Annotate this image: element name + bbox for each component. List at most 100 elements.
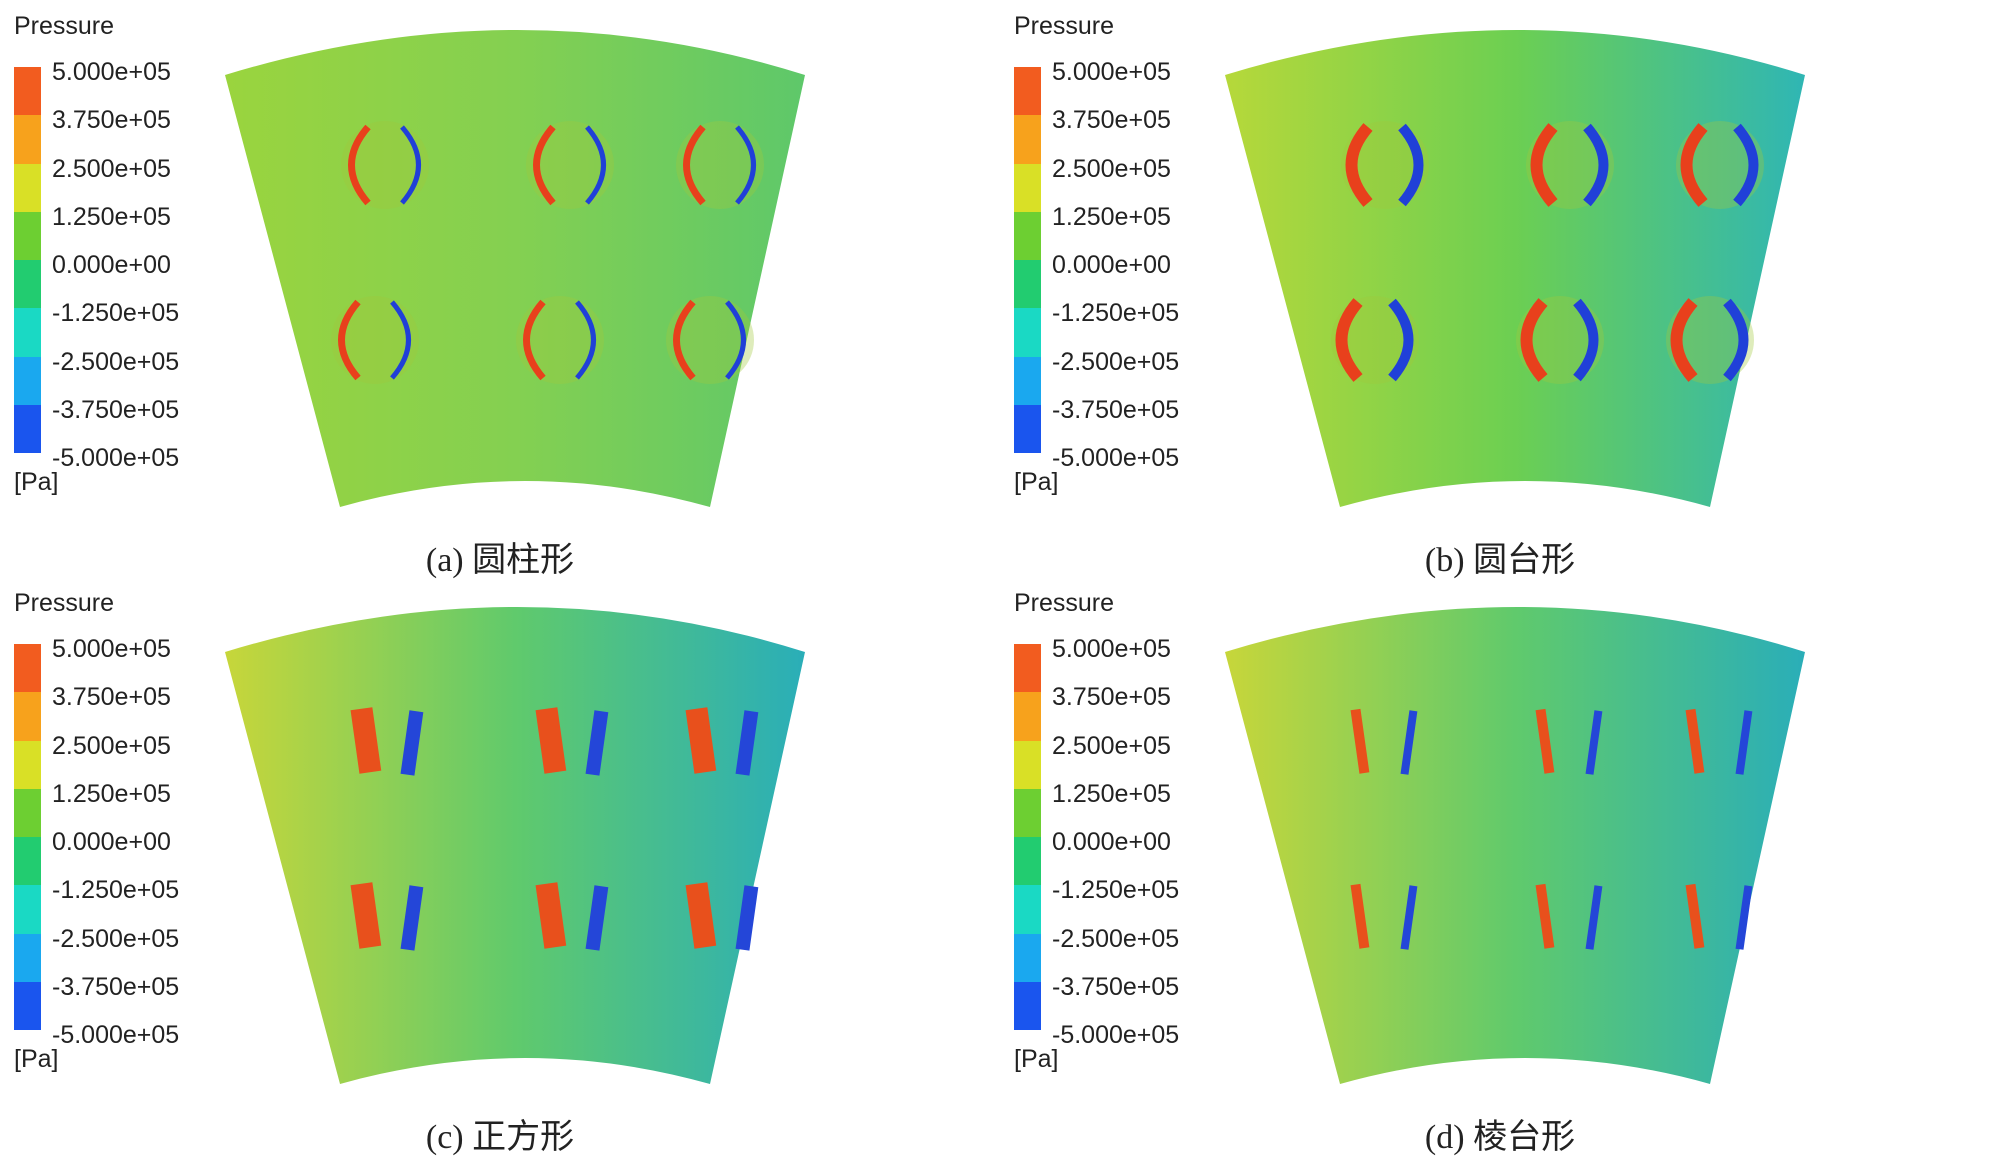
color-bar — [14, 67, 41, 453]
color-bar-band — [14, 837, 41, 886]
legend-tick-label: 1.250e+05 — [1052, 779, 1171, 808]
sector-surface — [225, 607, 805, 1084]
sector-surface — [1225, 30, 1805, 507]
legend-tick-label: 5.000e+05 — [1052, 635, 1171, 663]
panel-c: Pressure 5.000e+05 3.750e+05 2.500e+05 1.25… — [0, 577, 1000, 1156]
obstacle-feature — [516, 296, 604, 384]
legend-unit: [Pa] — [1014, 1045, 1059, 1073]
obstacle-feature — [1535, 708, 1603, 775]
legend-tick-label: 5.000e+05 — [1052, 58, 1171, 86]
color-bar-band — [14, 67, 41, 116]
legend-title: Pressure — [1014, 589, 1115, 617]
color-bar-band — [14, 788, 41, 837]
obstacle-feature — [526, 121, 614, 209]
color-bar-band — [1014, 67, 1041, 116]
legend-tick-label: 0.000e+00 — [52, 828, 171, 856]
legend-unit: [Pa] — [14, 468, 59, 496]
color-bar-band — [14, 356, 41, 405]
panel-caption: (a) 圆柱形 — [425, 542, 575, 579]
obstacle-feature — [1341, 121, 1429, 209]
color-bar-band — [1014, 260, 1041, 309]
obstacle-feature — [1331, 296, 1419, 384]
obstacle-feature — [685, 882, 759, 951]
legend-tick-label: -3.750e+05 — [1052, 395, 1180, 424]
legend-tick-label: 2.500e+05 — [52, 154, 171, 183]
color-bar-band — [1014, 933, 1041, 982]
obstacle-feature — [1685, 708, 1753, 775]
legend-tick-label: 1.250e+05 — [52, 202, 171, 231]
legend-tick-label: 2.500e+05 — [52, 731, 171, 760]
color-bar-band — [1014, 404, 1041, 453]
color-bar-band — [1014, 981, 1041, 1030]
color-bar — [1014, 67, 1041, 453]
legend-tick-label: 1.250e+05 — [52, 779, 171, 808]
obstacle-feature — [1526, 121, 1614, 209]
color-bar-band — [1014, 837, 1041, 886]
sector-surface — [1225, 607, 1805, 1084]
legend-tick-label: 1.250e+05 — [1052, 202, 1171, 231]
color-bar-band — [14, 644, 41, 693]
legend-tick-label: 3.750e+05 — [1052, 106, 1171, 135]
color-bar-band — [14, 115, 41, 164]
obstacle-feature — [685, 707, 759, 776]
legend-tick-label: 5.000e+05 — [52, 58, 171, 86]
pressure-contour-field — [1225, 607, 1805, 1084]
color-bar-band — [14, 692, 41, 741]
color-bar-band — [14, 163, 41, 212]
color-bar-band — [1014, 692, 1041, 741]
obstacle-feature — [676, 121, 764, 209]
color-bar — [1014, 644, 1041, 1030]
obstacle-feature — [1516, 296, 1604, 384]
panel-d: Pressure 5.000e+05 3.750e+05 2.500e+05 1.25… — [1000, 577, 2000, 1156]
color-bar-band — [14, 260, 41, 309]
legend-tick-label: 2.500e+05 — [1052, 154, 1171, 183]
legend-tick-label: -5.000e+05 — [1052, 444, 1180, 472]
color-bar-band — [1014, 163, 1041, 212]
legend-tick-label: -2.500e+05 — [1052, 924, 1180, 953]
color-bar-band — [14, 740, 41, 789]
legend-tick-label: 2.500e+05 — [1052, 731, 1171, 760]
legend-tick-label: -2.500e+05 — [52, 347, 180, 376]
legend-tick-label: -3.750e+05 — [52, 395, 180, 424]
legend-tick-label: -5.000e+05 — [1052, 1021, 1180, 1049]
legend-tick-label: -1.250e+05 — [52, 876, 180, 905]
color-bar-band — [1014, 308, 1041, 357]
panel-b: Pressure 5.000e+05 3.750e+05 2.500e+05 1.25… — [1000, 0, 2000, 579]
legend-tick-label: -2.500e+05 — [52, 924, 180, 953]
color-bar-band — [14, 404, 41, 453]
legend-tick-label: 5.000e+05 — [52, 635, 171, 663]
obstacle-feature — [1676, 121, 1764, 209]
color-bar-band — [14, 885, 41, 934]
legend-tick-label: 0.000e+00 — [52, 251, 171, 279]
legend-title: Pressure — [14, 589, 115, 617]
sector-surface — [225, 30, 805, 507]
legend-tick-label: -2.500e+05 — [1052, 347, 1180, 376]
legend-tick-label: -1.250e+05 — [52, 299, 180, 328]
obstacle-feature — [1685, 883, 1753, 950]
legend-title: Pressure — [1014, 12, 1115, 40]
obstacle-feature — [331, 296, 419, 384]
color-bar-band — [1014, 740, 1041, 789]
obstacle-feature — [1350, 708, 1418, 775]
color-bar-band — [14, 933, 41, 982]
color-bar-band — [1014, 788, 1041, 837]
color-bar-band — [1014, 644, 1041, 693]
color-bar-band — [14, 211, 41, 260]
legend-unit: [Pa] — [1014, 468, 1059, 496]
pressure-contour-field — [1225, 30, 1805, 507]
legend-tick-label: -5.000e+05 — [52, 444, 180, 472]
legend-tick-label: -1.250e+05 — [1052, 299, 1180, 328]
color-bar-band — [1014, 115, 1041, 164]
panel-a: Pressure 5.000e+05 3.750e+05 2.500e+05 1.25… — [0, 0, 1000, 579]
pressure-contour-field — [225, 607, 805, 1084]
color-bar-band — [1014, 211, 1041, 260]
legend-tick-label: 3.750e+05 — [52, 106, 171, 135]
obstacle-feature — [535, 882, 609, 951]
obstacle-feature — [535, 707, 609, 776]
legend-tick-label: 0.000e+00 — [1052, 251, 1171, 279]
color-bar-band — [14, 981, 41, 1030]
pressure-contour-field — [225, 30, 805, 507]
obstacle-feature — [1350, 883, 1418, 950]
obstacle-feature — [1535, 883, 1603, 950]
obstacle-feature — [350, 882, 424, 951]
